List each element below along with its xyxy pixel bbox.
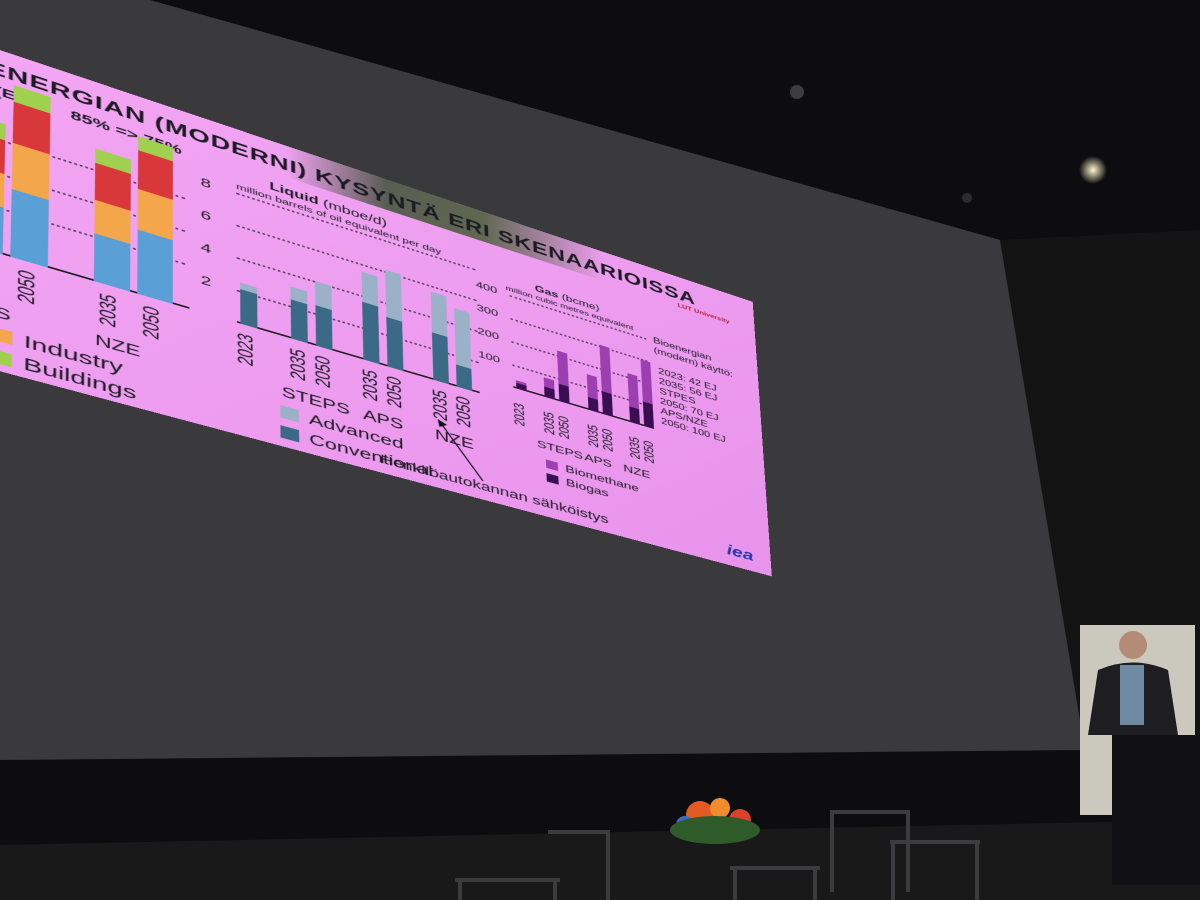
bar-segment	[386, 316, 404, 372]
bar-segment	[431, 332, 449, 385]
liquid-x-label: 2035	[428, 387, 452, 424]
legend-swatch	[0, 348, 12, 368]
bar-stack	[290, 286, 308, 344]
bar-stack	[515, 380, 527, 392]
left-x-label: 2050	[138, 303, 164, 342]
gas-y-tick: 200	[477, 325, 500, 342]
flower-arrangement	[670, 798, 760, 844]
bar-segment	[455, 364, 473, 392]
iea-logo: iea	[726, 541, 754, 565]
liquid-x-label: 2023	[233, 330, 258, 369]
bar-stack	[240, 282, 258, 329]
liquid-x-label: 2035	[286, 345, 311, 384]
bar-segment	[629, 406, 640, 425]
legend-swatch	[545, 459, 559, 472]
gas-y-tick: 100	[478, 348, 501, 366]
bar-stack	[640, 359, 655, 430]
bar-stack	[0, 112, 6, 255]
liquid-y-tick: 2	[200, 272, 212, 290]
bar-segment	[93, 232, 131, 292]
gas-x-label: 2050	[600, 427, 617, 454]
lut-university-logo: LUT University	[677, 302, 730, 326]
gas-x-label: 2023	[511, 401, 529, 429]
legend-swatch	[280, 424, 300, 443]
gas-group-nze: NZE	[623, 462, 651, 482]
left-x-label: 2035	[95, 290, 121, 330]
bar-segment	[430, 291, 448, 337]
legend-swatch	[0, 326, 13, 345]
bar-segment	[290, 299, 308, 344]
bar-segment	[10, 188, 49, 268]
bar-segment	[557, 350, 569, 387]
bar-segment	[240, 289, 258, 329]
liquid-y-tick: 6	[200, 206, 212, 224]
speaker-podium	[1112, 735, 1200, 885]
ceiling-light	[790, 85, 804, 99]
liquid-x-label: 2035	[358, 366, 383, 404]
bar-segment	[558, 383, 570, 405]
liquid-y-tick: 8	[200, 174, 212, 192]
bar-segment	[385, 269, 403, 322]
bar-stack	[599, 344, 613, 417]
ceiling-light	[962, 193, 972, 203]
screen-shadow	[1000, 230, 1200, 750]
left-group-aps: APS	[0, 294, 12, 325]
bar-segment	[599, 344, 612, 395]
bar-stack	[93, 148, 131, 292]
bar-stack	[137, 136, 174, 304]
bar-segment	[587, 397, 599, 413]
gas-y-tick: 300	[476, 302, 499, 319]
bar-segment	[544, 386, 555, 400]
bar-segment	[0, 112, 6, 141]
legend-swatch	[280, 404, 299, 423]
left-x-label: 2050	[13, 267, 41, 307]
ceiling-light	[1079, 156, 1107, 184]
bar-segment	[362, 301, 380, 365]
bar-segment	[642, 401, 655, 430]
stage-tables	[455, 810, 980, 900]
bar-stack	[543, 377, 555, 400]
bar-stack	[385, 269, 404, 372]
bar-segment	[454, 308, 472, 370]
bioenergy-values: 2023: 42 EJ 2035: 56 EJ STPES 2050: 70 E…	[658, 366, 727, 445]
bar-stack	[10, 85, 51, 268]
gas-x-label: 2050	[641, 439, 658, 465]
bar-segment	[640, 359, 653, 405]
bar-segment	[315, 305, 333, 351]
bar-stack	[315, 281, 333, 351]
liquid-x-label: 2050	[382, 373, 407, 411]
gas-x-label: 2050	[556, 414, 573, 441]
bar-segment	[586, 374, 598, 401]
gas-y-tick: 400	[475, 279, 498, 296]
bar-segment	[601, 391, 613, 417]
liquid-y-tick: 4	[200, 239, 212, 257]
bar-stack	[430, 291, 449, 385]
bar-stack	[361, 271, 380, 365]
bar-segment	[627, 373, 640, 409]
gas-group-aps: APS	[584, 451, 613, 471]
bar-stack	[586, 374, 599, 413]
liquid-x-label: 2050	[311, 353, 335, 391]
bar-segment	[137, 229, 173, 304]
bar-stack	[454, 308, 473, 392]
speaker-figure	[1088, 631, 1178, 735]
legend-swatch	[546, 473, 559, 485]
gas-group-steps: STEPS	[536, 438, 584, 463]
